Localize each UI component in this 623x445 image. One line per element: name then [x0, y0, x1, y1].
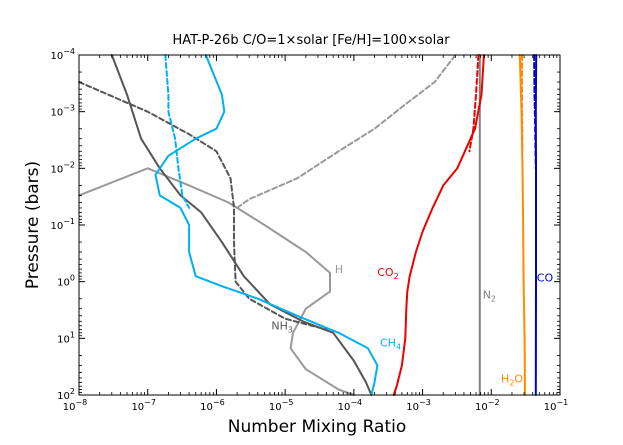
series-line-3	[521, 54, 524, 153]
series-line-8	[236, 54, 457, 209]
series-label-11: CH4	[380, 337, 401, 352]
plot-frame	[78, 54, 561, 396]
x-tick-label: 10−6	[200, 398, 225, 413]
series-line-6	[468, 54, 480, 153]
x-tick-label: 10−8	[63, 398, 88, 413]
x-tick-label: 10−7	[131, 398, 156, 413]
y-tick-label: 10−4	[50, 47, 75, 62]
label-layer: CO H2O N2 CO2 H NH3 CH4	[271, 263, 553, 388]
series-label-4: N2	[483, 289, 496, 304]
x-tick-label: 10−5	[269, 398, 294, 413]
series-layer	[78, 54, 538, 396]
x-tick-label: 10−4	[338, 398, 363, 413]
x-axis-title: Number Mixing Ratio	[228, 417, 406, 437]
series-label-5: CO2	[377, 266, 398, 281]
y-tick-label: 102	[57, 387, 75, 402]
x-tick-label: 10−2	[475, 398, 500, 413]
chart-title: HAT-P-26b C/O=1×solar [Fe/H]=100×solar	[172, 33, 450, 48]
series-label-7: H	[335, 263, 343, 276]
series-line-7	[78, 167, 355, 396]
tick-layer: 10−8 10−7 10−6 10−5 10−4 10−3 10−2 10−1 10−4 10−3…	[50, 47, 568, 413]
series-label-2: H2O	[501, 372, 523, 387]
y-tick-label: 101	[57, 330, 75, 345]
series-line-1	[533, 54, 537, 170]
series-label-9: NH3	[271, 320, 293, 335]
series-label-0: CO	[537, 272, 554, 285]
y-tick-label: 10−3	[50, 104, 75, 119]
x-tick-label: 10−3	[406, 398, 431, 413]
y-tick-label: 10−1	[50, 217, 75, 232]
y-tick-label: 10−2	[50, 160, 75, 175]
series-line-5	[392, 54, 485, 396]
x-tick-label: 10−1	[544, 398, 569, 413]
series-line-12	[164, 54, 191, 209]
series-line-10	[78, 81, 328, 331]
y-tick-label: 100	[57, 274, 75, 289]
series-line-9	[110, 54, 373, 396]
series-line-11	[154, 54, 379, 396]
y-axis-title: Pressure (bars)	[23, 161, 43, 289]
